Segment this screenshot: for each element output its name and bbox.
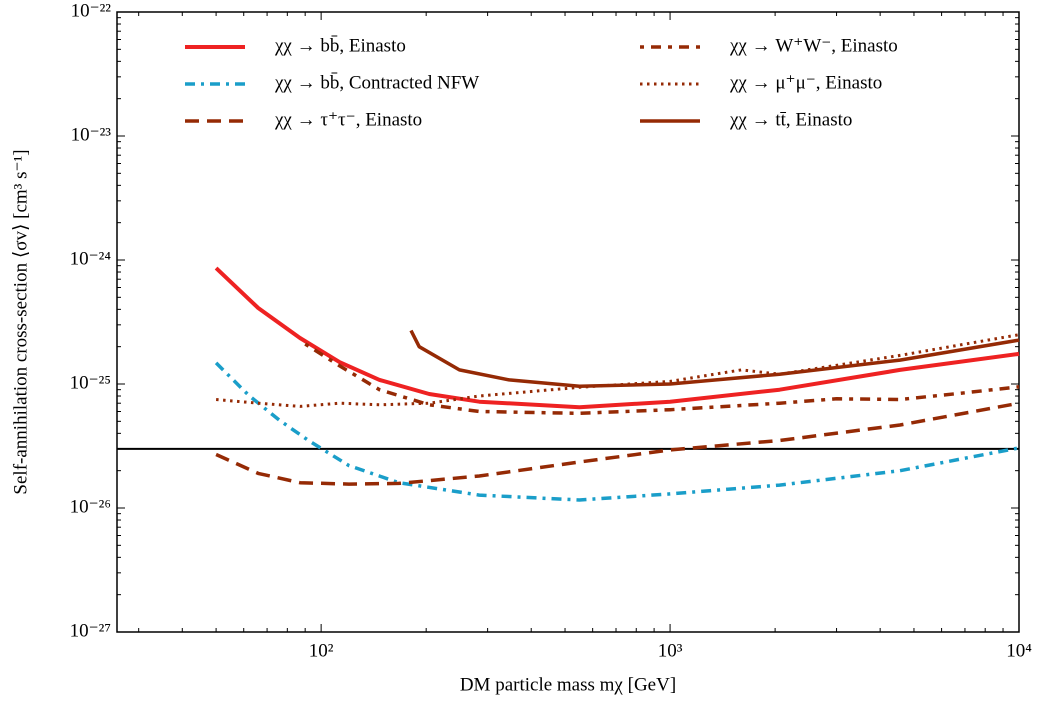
x-tick-label: 10³ xyxy=(658,640,683,661)
legend-label: χχ → W⁺W⁻, Einasto xyxy=(729,35,898,56)
y-axis-label: Self-annihilation cross-section ⟨σv⟩ [cm… xyxy=(10,149,31,494)
legend-label: χχ → tt̄, Einasto xyxy=(729,109,852,130)
series-line xyxy=(409,329,1020,388)
legend-label: χχ → bb̄, Einasto xyxy=(274,35,406,56)
legend-label: χχ → τ⁺τ⁻, Einasto xyxy=(274,109,422,130)
series-line xyxy=(214,266,1020,410)
y-tick-label: 10⁻²⁵ xyxy=(70,372,111,393)
x-tick-label: 10² xyxy=(309,640,334,661)
series-line xyxy=(215,333,1020,408)
series-line xyxy=(215,401,1020,486)
y-tick-label: 10⁻²⁷ xyxy=(70,620,111,641)
x-tick-label: 10⁴ xyxy=(1006,640,1032,661)
series-line xyxy=(214,361,1020,502)
legend-label: χχ → μ⁺μ⁻, Einasto xyxy=(729,72,882,93)
y-tick-label: 10⁻²⁶ xyxy=(70,496,111,517)
y-tick-label: 10⁻²³ xyxy=(71,124,112,145)
y-tick-label: 10⁻²² xyxy=(71,0,112,21)
x-axis-label: DM particle mass mχ [GeV] xyxy=(460,674,676,695)
plot-frame xyxy=(116,11,1020,633)
y-tick-label: 10⁻²⁴ xyxy=(70,248,112,269)
legend-label: χχ → bb̄, Contracted NFW xyxy=(274,72,479,93)
